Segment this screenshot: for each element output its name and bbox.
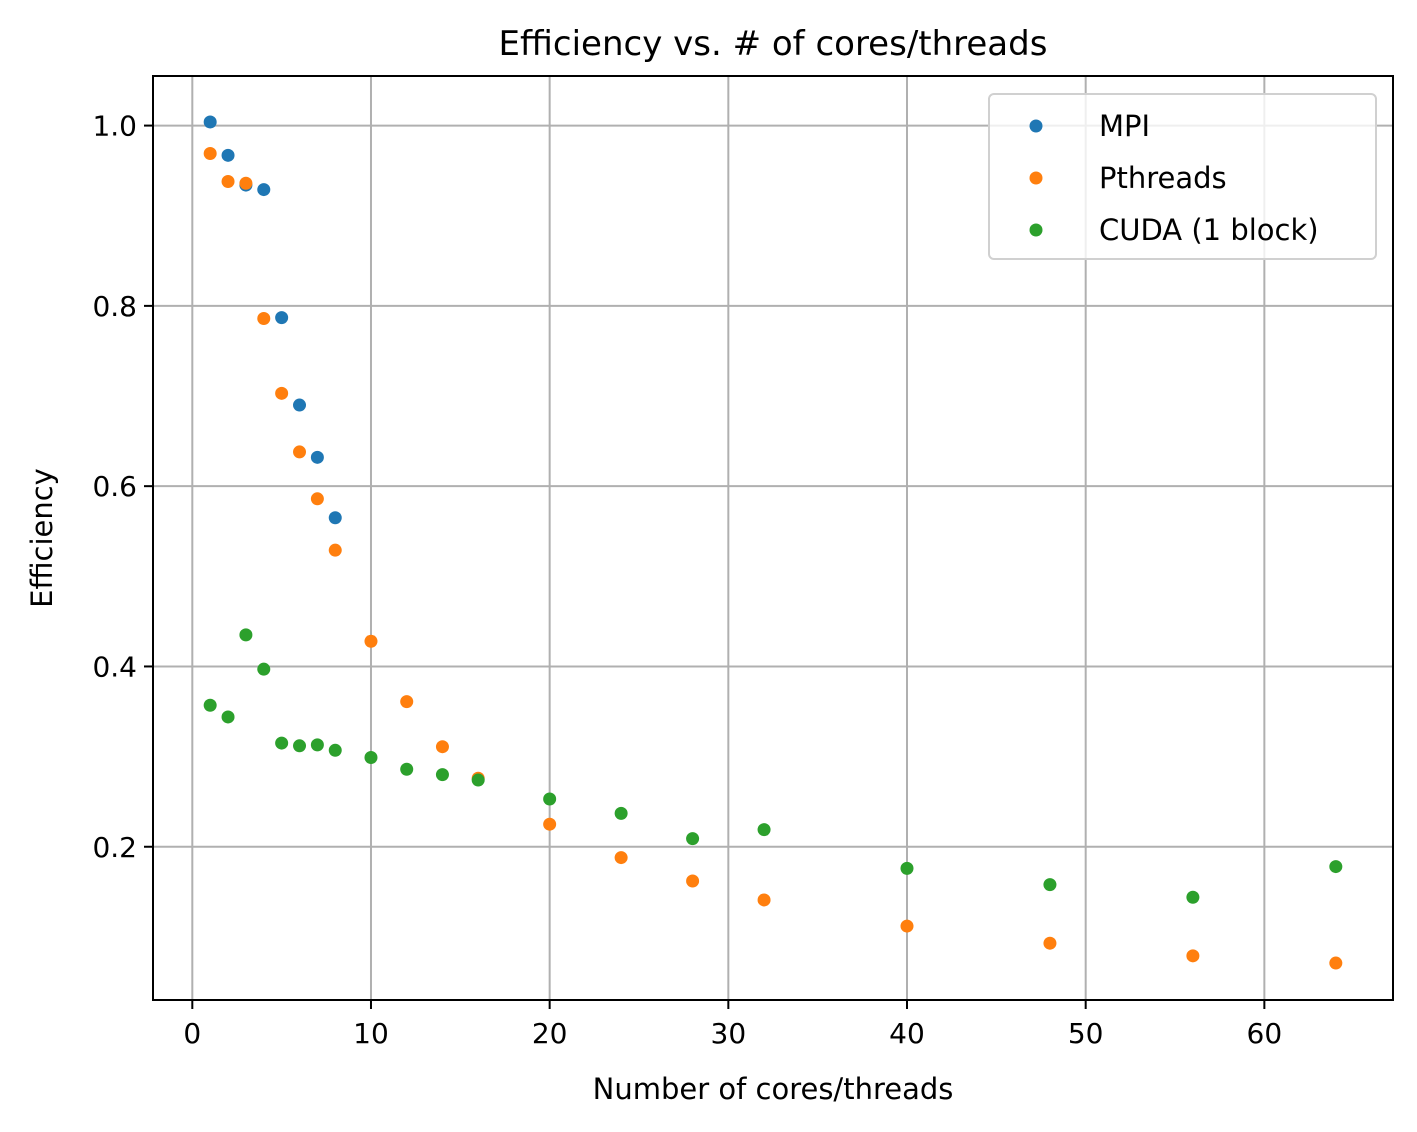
- data-point: [221, 148, 235, 162]
- data-point: [543, 792, 557, 806]
- legend-label: Pthreads: [1099, 161, 1227, 195]
- data-point: [364, 634, 378, 648]
- legend-label: CUDA (1 block): [1099, 213, 1319, 247]
- data-point: [1186, 890, 1200, 904]
- legend: MPI Pthreads CUDA (1 block): [988, 93, 1377, 260]
- data-point: [257, 311, 271, 325]
- legend-marker: [1029, 171, 1043, 185]
- data-point: [757, 893, 771, 907]
- data-point: [543, 817, 557, 831]
- data-point: [293, 739, 307, 753]
- data-point: [400, 695, 414, 709]
- x-tick-label: 10: [353, 1017, 389, 1050]
- data-point: [203, 147, 217, 161]
- data-point: [239, 628, 253, 642]
- y-tick-label: 0.4: [92, 650, 137, 683]
- data-point: [686, 874, 700, 888]
- plot-frame: [152, 75, 1394, 1001]
- series-cuda-1-block: [203, 628, 1343, 904]
- legend-marker: [1029, 223, 1043, 237]
- axis-ticks: 0 10 20 30 40 50 60 0.2 0.4 0.6 0.8 1.0: [92, 110, 1282, 1050]
- x-tick-label: 30: [711, 1017, 747, 1050]
- data-point: [310, 492, 324, 506]
- data-point: [435, 768, 449, 782]
- legend-label: MPI: [1099, 109, 1150, 143]
- data-point: [221, 710, 235, 724]
- data-point: [203, 698, 217, 712]
- data-point: [1329, 956, 1343, 970]
- data-point: [900, 861, 914, 875]
- data-point: [364, 751, 378, 765]
- data-point: [1186, 949, 1200, 963]
- data-point: [257, 183, 271, 197]
- data-point: [471, 773, 485, 787]
- y-tick-label: 0.6: [92, 470, 137, 503]
- data-point: [239, 176, 253, 190]
- data-point: [328, 743, 342, 757]
- data-point: [400, 762, 414, 776]
- data-point: [757, 823, 771, 837]
- data-point: [221, 174, 235, 188]
- data-point: [275, 386, 289, 400]
- data-point: [328, 543, 342, 557]
- data-point: [900, 919, 914, 933]
- data-point: [1329, 860, 1343, 874]
- y-tick-label: 0.8: [92, 290, 137, 323]
- x-tick-label: 20: [532, 1017, 568, 1050]
- x-axis-title: Number of cores/threads: [593, 1072, 954, 1106]
- data-point: [275, 736, 289, 750]
- legend-box: [988, 93, 1377, 260]
- data-point: [203, 115, 217, 129]
- data-point: [614, 806, 628, 820]
- data-point: [257, 662, 271, 676]
- y-tick-label: 1.0: [92, 110, 137, 143]
- data-point: [275, 311, 289, 325]
- legend-marker: [1029, 119, 1043, 133]
- data-point: [293, 445, 307, 459]
- chart-title: Efficiency vs. # of cores/threads: [499, 24, 1048, 64]
- data-point: [310, 450, 324, 464]
- series-mpi: [203, 115, 342, 525]
- x-tick-label: 40: [889, 1017, 925, 1050]
- data-points: [203, 115, 1343, 970]
- data-point: [293, 398, 307, 412]
- x-tick-label: 60: [1247, 1017, 1283, 1050]
- data-point: [310, 738, 324, 752]
- data-point: [1043, 878, 1057, 892]
- data-point: [435, 740, 449, 754]
- x-tick-label: 0: [183, 1017, 201, 1050]
- y-tick-label: 0.2: [92, 831, 137, 864]
- data-point: [686, 832, 700, 846]
- grid: [153, 76, 1393, 1000]
- y-axis-title: Efficiency: [25, 468, 59, 608]
- data-point: [328, 511, 342, 525]
- data-point: [1043, 936, 1057, 950]
- x-tick-label: 50: [1068, 1017, 1104, 1050]
- data-point: [614, 851, 628, 865]
